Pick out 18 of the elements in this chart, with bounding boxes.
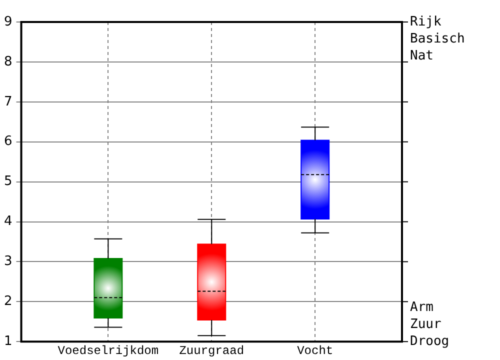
y-tick-label: 7 [4, 94, 12, 110]
y-tick-label: 1 [4, 334, 12, 349]
text: Droog [410, 334, 450, 349]
x-tick-label: Vocht [297, 344, 334, 358]
y-tick-label: 2 [4, 294, 12, 310]
text: Rijk [410, 14, 442, 30]
y-tick-label: 9 [4, 14, 12, 30]
y-tick-label: 6 [4, 134, 12, 150]
y-tick-label: 5 [4, 174, 12, 190]
x-tick-label: Voedselrijkdom [58, 344, 159, 358]
x-tick-label: Zuurgraad [179, 344, 244, 358]
text: Basisch [410, 31, 465, 46]
text: Arm [410, 300, 434, 315]
text: Nat [410, 48, 434, 64]
y-tick-label: 3 [4, 254, 12, 270]
y-tick-label: 4 [4, 214, 12, 230]
text: Zuur [410, 316, 442, 332]
y-tick-label: 8 [4, 54, 12, 70]
